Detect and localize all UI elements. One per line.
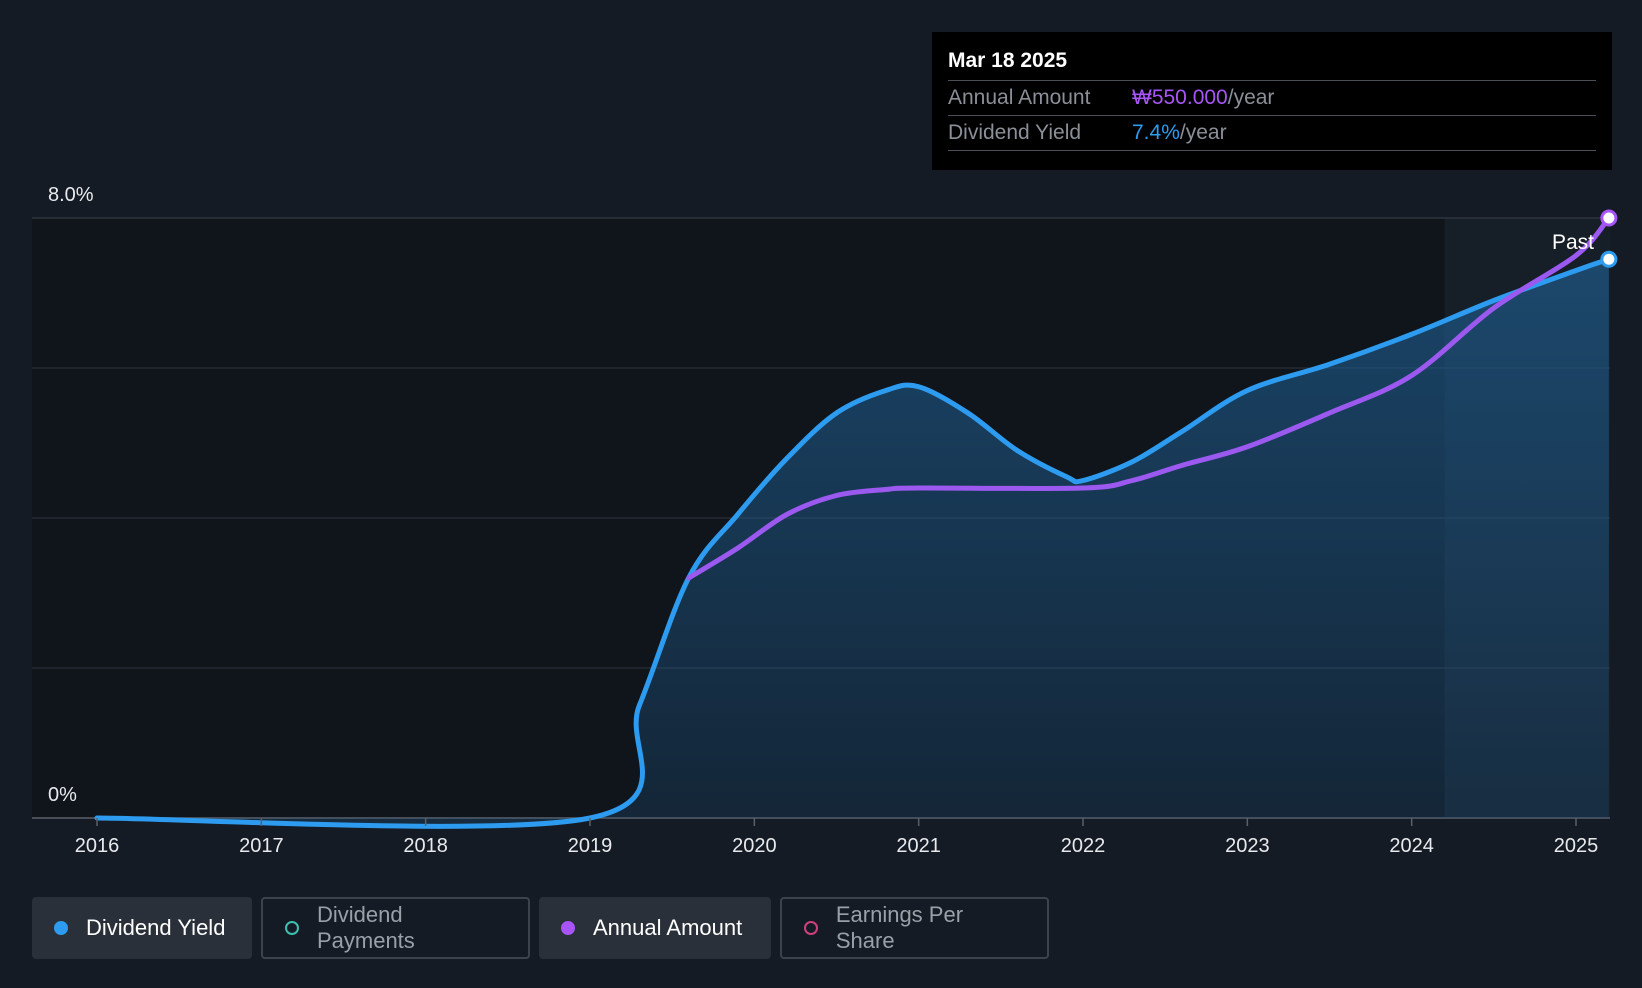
x-tick-label: 2017 <box>239 835 284 857</box>
x-tick-label: 2016 <box>75 835 120 857</box>
legend-label: Dividend Yield <box>86 915 226 940</box>
tooltip-yield-label: Dividend Yield <box>948 121 1082 144</box>
x-tick-label: 2025 <box>1554 835 1599 857</box>
x-tick-label: 2019 <box>568 835 613 857</box>
legend-earnings-per-share[interactable]: Earnings Per Share <box>780 897 1049 959</box>
legend-label: Dividend Payments <box>316 902 415 953</box>
dividend-yield-dot-icon <box>54 921 68 935</box>
legend-annual-amount[interactable]: Annual Amount <box>539 897 771 959</box>
x-tick-label: 2023 <box>1225 835 1270 857</box>
past-label: Past <box>1552 231 1594 254</box>
dividend-payments-ring-icon <box>285 921 299 935</box>
x-tick-label: 2020 <box>732 835 777 857</box>
tooltip-yield-row: Dividend Yield 7.4% /year <box>948 116 1596 151</box>
legend-dividend-yield[interactable]: Dividend Yield <box>32 897 252 959</box>
legend-label: Annual Amount <box>593 915 743 940</box>
annual-amount-line <box>686 215 1612 581</box>
x-tick-label: 2022 <box>1061 835 1106 857</box>
y-tick-bottom: 0% <box>48 784 77 806</box>
tooltip-annual-label: Annual Amount <box>948 86 1091 109</box>
dividend-yield-end-point <box>1600 250 1618 268</box>
legend-label: Earnings Per Share <box>835 902 964 953</box>
tooltip-yield-unit: /year <box>1179 121 1227 144</box>
legend-dividend-payments[interactable]: Dividend Payments <box>261 897 530 959</box>
annual-amount-dot-icon <box>561 921 575 935</box>
x-tick-label: 2024 <box>1389 835 1434 857</box>
dividend-yield-line <box>94 256 1612 829</box>
legend: Dividend Yield Dividend Payments Annual … <box>32 897 1049 959</box>
tooltip-annual-unit: /year <box>1227 86 1275 109</box>
tooltip: Mar 18 2025 Annual Amount ₩550.000 /year… <box>932 32 1612 170</box>
x-tick-label: 2018 <box>403 835 448 857</box>
tooltip-date: Mar 18 2025 <box>948 46 1596 81</box>
x-tick-label: 2021 <box>896 835 941 857</box>
y-tick-top: 8.0% <box>48 184 94 206</box>
tooltip-annual-value: ₩550.000 <box>1132 86 1228 109</box>
earnings-per-share-ring-icon <box>804 921 818 935</box>
annual-amount-end-point <box>1600 209 1618 227</box>
tooltip-yield-value: 7.4% <box>1132 121 1180 144</box>
tooltip-annual-row: Annual Amount ₩550.000 /year <box>948 81 1596 116</box>
